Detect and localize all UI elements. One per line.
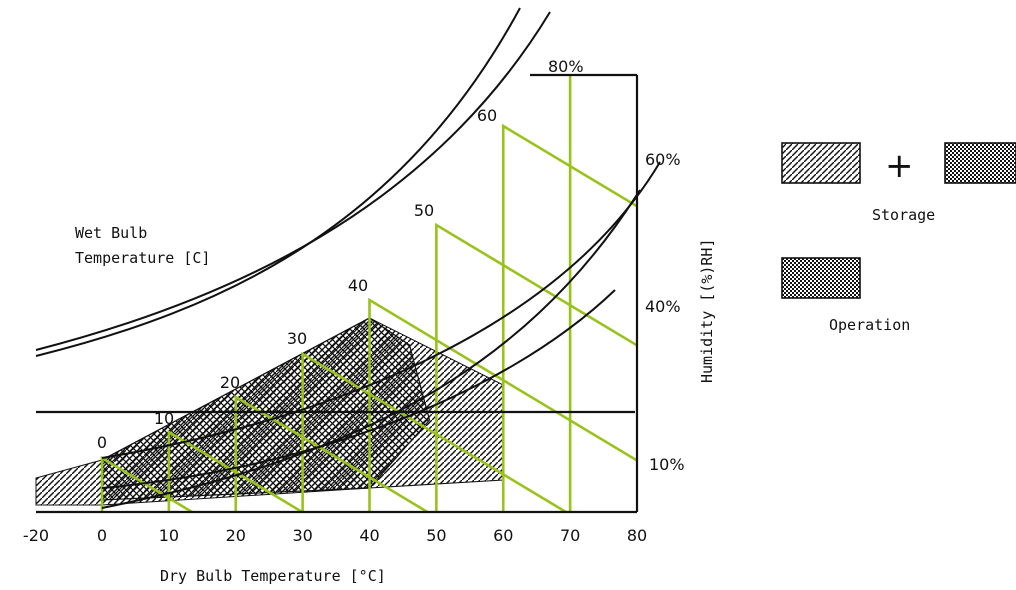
- x-tick-label: 20: [226, 526, 246, 545]
- x-axis: [36, 73, 639, 514]
- legend-operation-swatch: [781, 257, 861, 299]
- legend-operation-label: Operation: [829, 316, 910, 334]
- wet-bulb-label: 0: [97, 433, 107, 452]
- rh-label-10: 10%: [649, 455, 685, 474]
- wet-bulb-label: 20: [220, 373, 240, 392]
- x-tick-label: 0: [97, 526, 107, 545]
- x-tick-labels: -20 0 10 20 30 40 50 60 70 80: [23, 526, 647, 545]
- x-tick-label: 80: [627, 526, 647, 545]
- rh-label-60: 60%: [645, 150, 681, 169]
- wet-bulb-label: 60: [477, 106, 497, 125]
- wet-bulb-line: [234, 394, 429, 514]
- x-tick-label: 50: [426, 526, 446, 545]
- wet-bulb-labels: 0 10 20 30 40 50 60: [97, 106, 497, 452]
- wet-bulb-line: [368, 297, 638, 512]
- rh-60-curve: [101, 161, 661, 459]
- legend-storage-hatch-swatch: [781, 142, 861, 184]
- legend-storage-checker-swatch: [944, 142, 1016, 184]
- wet-bulb-label: 40: [348, 276, 368, 295]
- y-axis-label: Humidity [(%)RH]: [698, 239, 716, 384]
- wet-bulb-line: [501, 123, 638, 512]
- x-tick-label: 40: [359, 526, 379, 545]
- wet-bulb-label: 10: [154, 409, 174, 428]
- x-tick-label: 70: [560, 526, 580, 545]
- x-tick-label: -20: [23, 526, 49, 545]
- rh-label-80: 80%: [548, 57, 584, 76]
- rh-40-curve: [101, 189, 641, 509]
- x-tick-label: 10: [159, 526, 179, 545]
- legend-plus-symbol: +: [885, 146, 914, 186]
- rh-label-40: 40%: [645, 297, 681, 316]
- x-tick-label: 60: [493, 526, 513, 545]
- saturation-curves: [35, 7, 661, 509]
- wet-bulb-label: 30: [287, 329, 307, 348]
- wet-bulb-label: 50: [414, 201, 434, 220]
- x-axis-label: Dry Bulb Temperature [°C]: [160, 567, 386, 585]
- wet-bulb-title-line2: Temperature [C]: [75, 249, 210, 267]
- x-tick-label: 30: [292, 526, 312, 545]
- saturation-curve-outer: [35, 11, 551, 351]
- legend-storage-label: Storage: [872, 206, 935, 224]
- wet-bulb-line: [167, 429, 303, 514]
- legend: + Storage Operation: [781, 142, 1016, 334]
- operation-region: [101, 317, 431, 501]
- saturation-curve-inner: [35, 7, 521, 357]
- wet-bulb-line: [301, 351, 567, 514]
- rh-10-curve: [101, 289, 616, 489]
- wet-bulb-title-line1: Wet Bulb: [75, 224, 147, 242]
